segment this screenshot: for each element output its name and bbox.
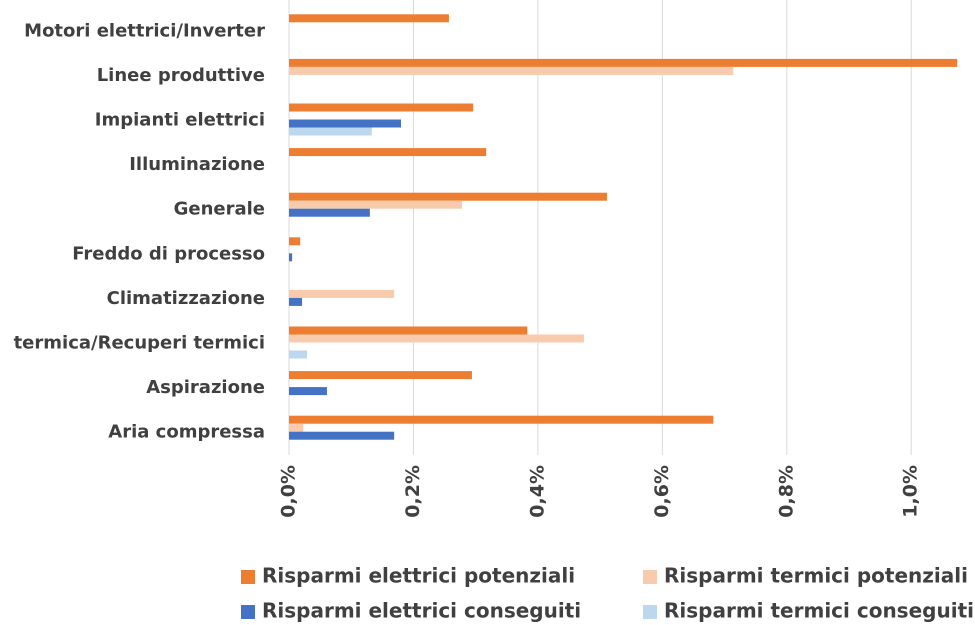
y-tick-label: Aria compressa	[108, 422, 265, 443]
bar	[289, 66, 734, 75]
bar	[289, 431, 395, 440]
legend-label: Risparmi termici potenziali	[664, 564, 968, 588]
bar	[289, 423, 304, 432]
bar	[289, 297, 303, 306]
y-tick-label: Generale	[174, 199, 265, 220]
y-tick-label: Linee produttive	[97, 65, 265, 86]
bar	[289, 58, 958, 67]
y-tick-label: Climatizzazione	[107, 288, 265, 309]
bar	[289, 119, 401, 128]
bar	[289, 350, 308, 359]
legend-label: Risparmi elettrici conseguiti	[262, 599, 581, 623]
legend-swatch	[643, 605, 657, 619]
bar	[289, 415, 714, 424]
x-tick-label: 0,0%	[278, 465, 300, 518]
legend-label: Risparmi termici conseguiti	[664, 599, 974, 623]
x-tick-label: 0,8%	[775, 465, 797, 518]
bar	[289, 148, 487, 157]
legend-swatch	[643, 570, 657, 584]
x-tick-label: 0,4%	[526, 465, 548, 518]
legend-swatch	[241, 570, 255, 584]
bar	[289, 208, 370, 217]
legend-label: Risparmi elettrici potenziali	[262, 564, 575, 588]
y-tick-label: Freddo di processo	[72, 243, 265, 264]
y-tick-label: Illuminazione	[129, 154, 265, 175]
bar	[289, 200, 462, 209]
bar	[289, 253, 293, 262]
x-tick-label: 1,0%	[900, 465, 922, 518]
y-tick-label: Aspirazione	[146, 377, 265, 398]
bar	[289, 14, 449, 23]
bar	[289, 387, 327, 396]
y-tick-label: Impianti elettrici	[95, 110, 265, 131]
bar	[289, 192, 607, 201]
x-tick-label: 0,2%	[402, 465, 424, 518]
bar	[289, 289, 395, 298]
bar	[289, 127, 372, 136]
y-tick-label: Motori elettrici/Inverter	[24, 20, 265, 41]
x-tick-label: 0,6%	[651, 465, 673, 518]
bar	[289, 326, 528, 335]
bar	[289, 103, 474, 112]
bar	[289, 334, 584, 343]
bar	[289, 371, 472, 380]
legend-swatch	[241, 605, 255, 619]
bar	[289, 237, 301, 246]
y-tick-label: termica/Recuperi termici	[14, 333, 265, 354]
